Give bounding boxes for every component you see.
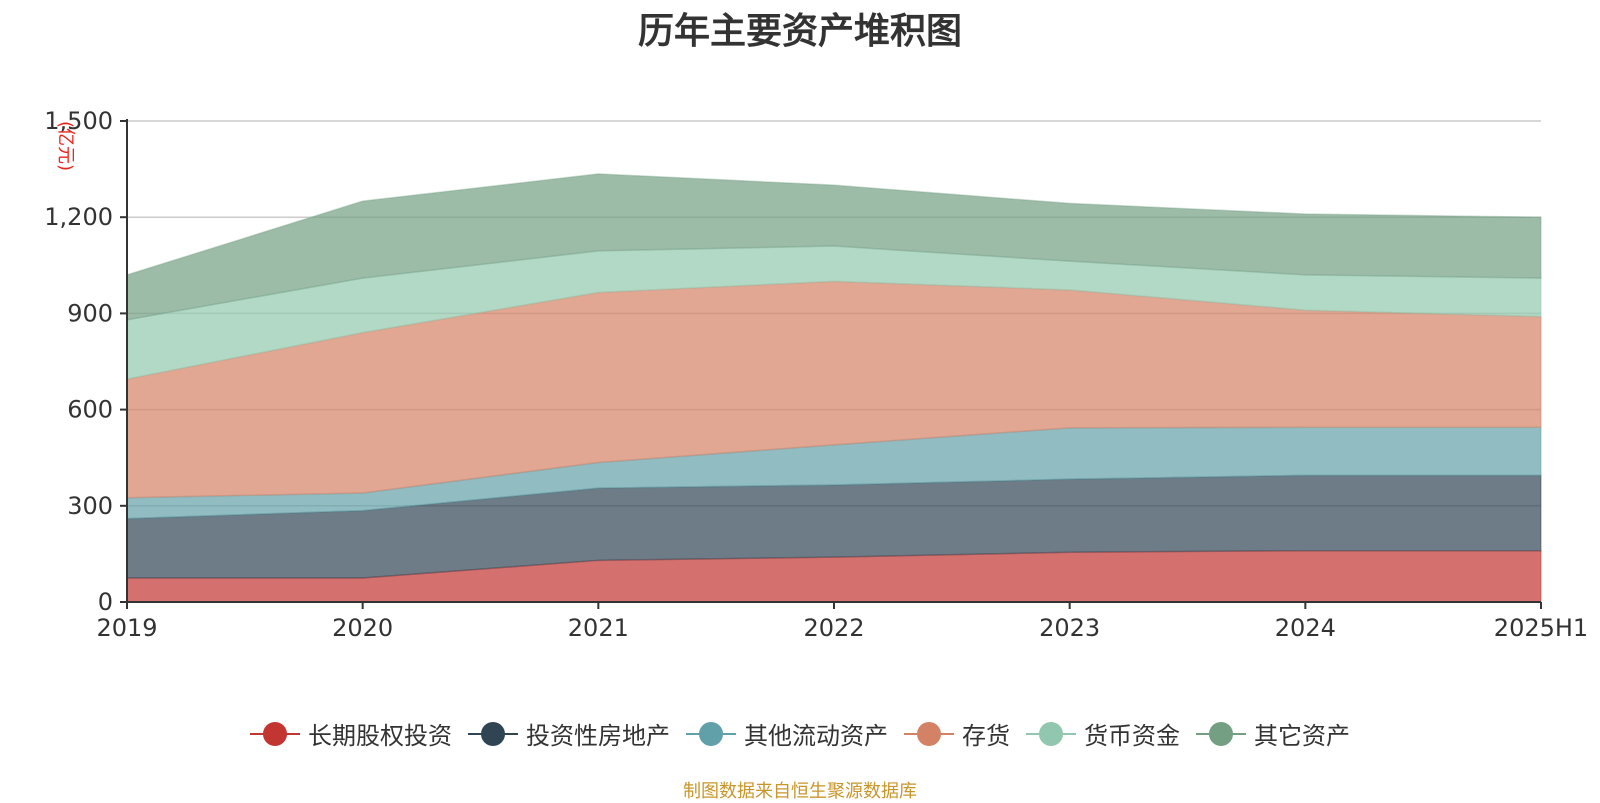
- chart-title: 历年主要资产堆积图: [637, 11, 962, 52]
- y-tick-label: 300: [67, 492, 113, 520]
- legend-label: 长期股权投资: [308, 722, 452, 750]
- x-tick-label: 2021: [568, 614, 629, 642]
- legend-marker-icon: [686, 721, 736, 746]
- legend-marker-icon: [468, 721, 518, 746]
- legend-marker-icon: [250, 721, 300, 746]
- legend-item-2[interactable]: 其他流动资产: [686, 716, 888, 751]
- legend-label: 投资性房地产: [526, 722, 670, 750]
- y-tick-label: 1,500: [44, 107, 113, 135]
- legend-marker-icon: [1196, 721, 1246, 746]
- x-tick-label: 2025H1: [1494, 614, 1588, 642]
- y-axis-unit-label: (亿元): [55, 121, 76, 171]
- x-tick-label: 2020: [332, 614, 393, 642]
- legend-item-3[interactable]: 存货: [904, 716, 1010, 751]
- area-series-3: [126, 280, 1542, 499]
- legend-label: 其他流动资产: [744, 722, 888, 750]
- legend-label: 存货: [962, 722, 1010, 750]
- x-tick-label: 2022: [803, 614, 864, 642]
- stacked-area-chart: 0 300 600 900 1,200 1,500 2019 2020 2021 2022 2023…: [44, 107, 1588, 642]
- y-tick-label: 1,200: [44, 203, 113, 231]
- legend-item-0[interactable]: 长期股权投资: [250, 716, 452, 751]
- legend-item-5[interactable]: 其它资产: [1196, 716, 1350, 751]
- axis-layer: 0 300 600 900 1,200 1,500 2019 2020 2021 2022 2023…: [44, 107, 1588, 642]
- legend-marker-icon: [904, 721, 954, 746]
- x-tick-label: 2023: [1039, 614, 1100, 642]
- y-tick-label: 600: [67, 396, 113, 424]
- x-tick-label: 2019: [96, 614, 157, 642]
- legend-item-4[interactable]: 货币资金: [1026, 716, 1180, 751]
- legend: 长期股权投资 投资性房地产 其他流动资产 存货 货币资金 其它资产: [0, 716, 1600, 751]
- area-layer: [126, 173, 1542, 603]
- y-tick-label: 900: [67, 299, 113, 327]
- x-tick-label: 2024: [1275, 614, 1336, 642]
- area-series-5: [126, 173, 1542, 321]
- y-tick-label: 0: [98, 588, 113, 616]
- source-note: 制图数据来自恒生聚源数据库: [683, 781, 917, 802]
- legend-label: 货币资金: [1084, 722, 1180, 750]
- legend-marker-icon: [1026, 721, 1076, 746]
- legend-label: 其它资产: [1254, 722, 1350, 750]
- legend-item-1[interactable]: 投资性房地产: [468, 716, 670, 751]
